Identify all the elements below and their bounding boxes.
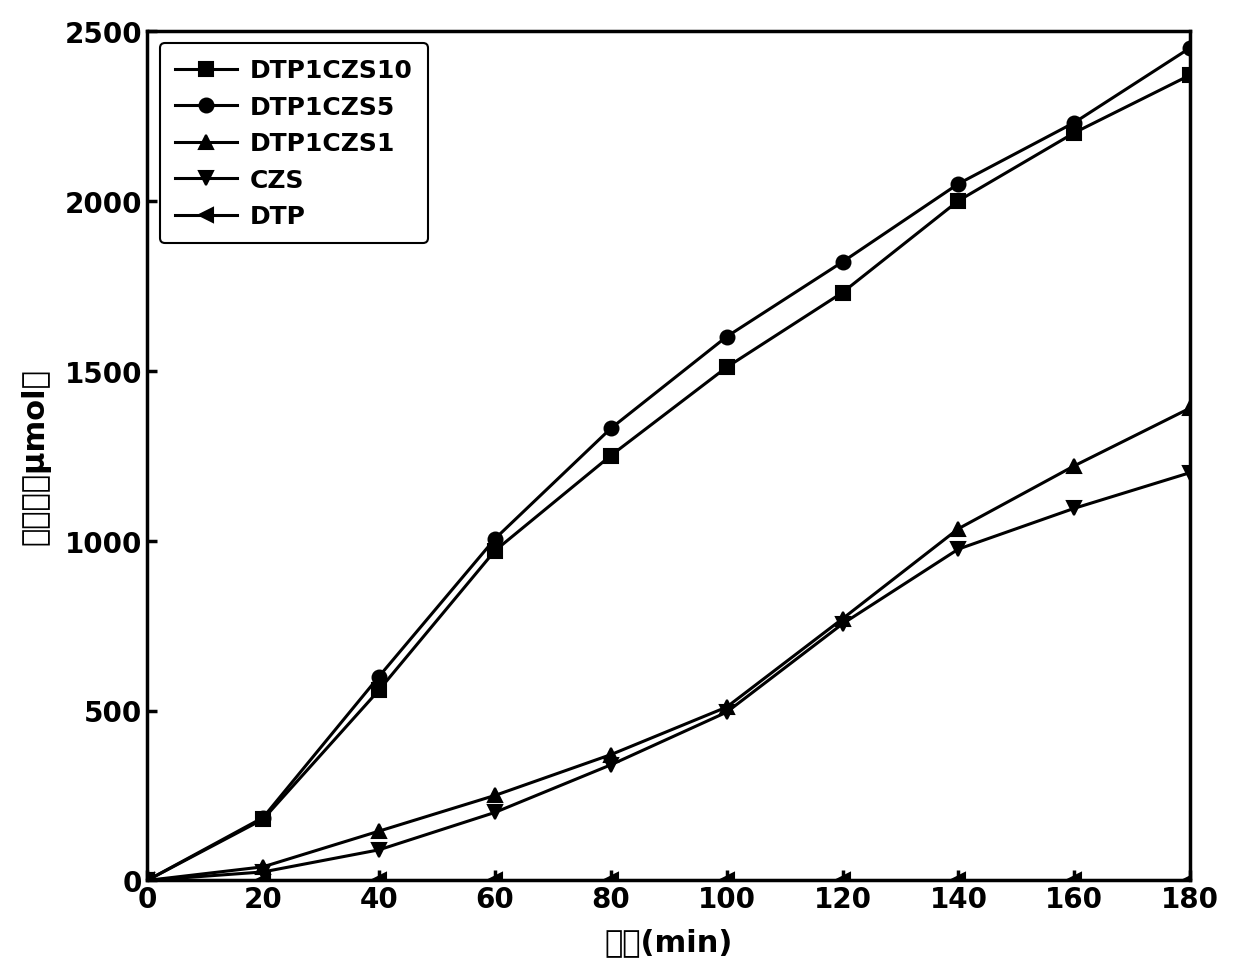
DTP1CZS5 <box>604 423 619 435</box>
Line: DTP1CZS10: DTP1CZS10 <box>140 69 1197 887</box>
DTP1CZS10 <box>951 195 966 207</box>
DTP1CZS10 <box>604 450 619 462</box>
CZS <box>719 706 734 718</box>
Line: CZS: CZS <box>140 466 1197 887</box>
DTP1CZS10 <box>140 874 155 886</box>
DTP <box>1066 874 1081 886</box>
DTP1CZS1 <box>951 524 966 535</box>
CZS <box>835 618 849 630</box>
DTP1CZS1 <box>835 614 849 625</box>
DTP1CZS1 <box>719 701 734 713</box>
Y-axis label: 产氢量（μmol）: 产氢量（μmol） <box>21 367 51 544</box>
DTP <box>835 874 849 886</box>
DTP1CZS10 <box>372 685 387 697</box>
DTP <box>604 874 619 886</box>
CZS <box>604 759 619 771</box>
DTP1CZS5 <box>951 179 966 191</box>
CZS <box>1183 467 1198 479</box>
DTP1CZS5 <box>255 812 270 824</box>
DTP1CZS5 <box>719 331 734 343</box>
DTP <box>1183 874 1198 886</box>
DTP <box>487 874 502 886</box>
DTP <box>951 874 966 886</box>
CZS <box>140 874 155 886</box>
Legend: DTP1CZS10, DTP1CZS5, DTP1CZS1, CZS, DTP: DTP1CZS10, DTP1CZS5, DTP1CZS1, CZS, DTP <box>160 44 428 244</box>
CZS <box>1066 503 1081 515</box>
DTP1CZS10 <box>1066 128 1081 140</box>
DTP <box>140 874 155 886</box>
DTP1CZS10 <box>719 362 734 374</box>
DTP1CZS5 <box>1066 117 1081 129</box>
Line: DTP1CZS5: DTP1CZS5 <box>140 42 1197 887</box>
DTP <box>255 874 270 886</box>
DTP1CZS5 <box>1183 43 1198 55</box>
DTP1CZS1 <box>372 826 387 837</box>
DTP1CZS5 <box>372 671 387 683</box>
DTP <box>719 874 734 886</box>
DTP1CZS1 <box>487 789 502 801</box>
DTP <box>372 874 387 886</box>
DTP1CZS10 <box>835 287 849 299</box>
CZS <box>951 543 966 555</box>
DTP1CZS5 <box>835 257 849 269</box>
DTP1CZS5 <box>140 874 155 886</box>
DTP1CZS10 <box>255 814 270 826</box>
DTP1CZS1 <box>1066 460 1081 472</box>
CZS <box>372 844 387 856</box>
DTP1CZS5 <box>487 533 502 545</box>
DTP1CZS1 <box>140 874 155 886</box>
DTP1CZS1 <box>604 749 619 761</box>
CZS <box>487 807 502 819</box>
X-axis label: 时间(min): 时间(min) <box>605 927 733 956</box>
DTP1CZS10 <box>1183 70 1198 82</box>
Line: DTP1CZS1: DTP1CZS1 <box>140 402 1197 887</box>
Line: DTP: DTP <box>140 873 1197 887</box>
DTP1CZS1 <box>255 861 270 872</box>
DTP1CZS1 <box>1183 403 1198 414</box>
CZS <box>255 867 270 878</box>
DTP1CZS10 <box>487 545 502 557</box>
